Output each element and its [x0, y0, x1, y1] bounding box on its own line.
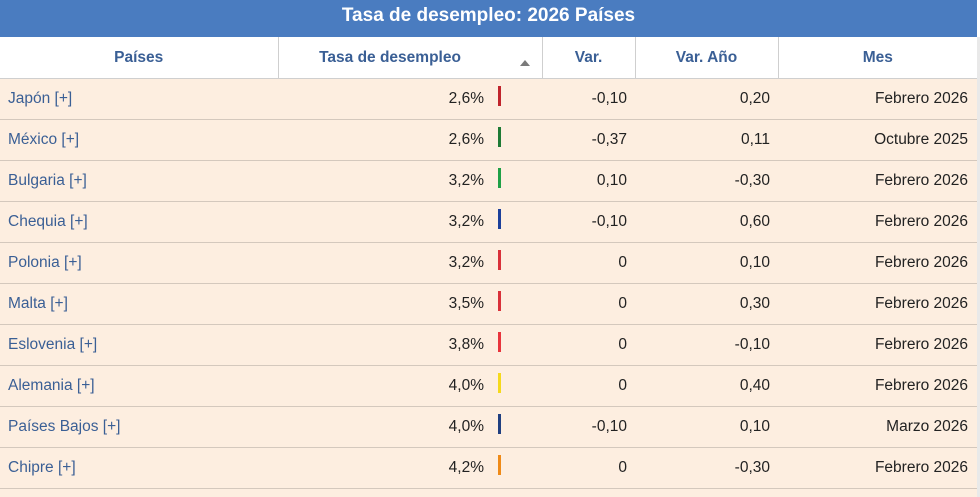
- header-var-year[interactable]: Var. Año: [635, 37, 779, 79]
- rate-bar-cell: [484, 406, 543, 448]
- month-value: Octubre 2025: [778, 119, 978, 161]
- month-value: Febrero 2026: [778, 201, 978, 243]
- rate-color-bar: [498, 331, 501, 352]
- var-value: 0,10: [542, 160, 636, 202]
- rate-value: 2,6%: [278, 78, 484, 120]
- rate-value: 3,8%: [278, 324, 484, 366]
- country-link[interactable]: Alemania [+]: [0, 365, 278, 407]
- table-bottom-edge: [0, 489, 977, 497]
- country-link[interactable]: Polonia [+]: [0, 242, 278, 284]
- var-year-value: 0,11: [635, 119, 779, 161]
- header-country[interactable]: Países: [0, 37, 279, 79]
- country-link[interactable]: Chipre [+]: [0, 447, 278, 489]
- rate-bar-cell: [484, 242, 543, 284]
- rate-color-bar: [498, 167, 501, 188]
- rate-value: 3,2%: [278, 160, 484, 202]
- header-rate-label: Tasa de desempleo: [319, 48, 461, 66]
- var-value: -0,10: [542, 78, 636, 120]
- rate-bar-cell: [484, 447, 543, 489]
- month-value: Febrero 2026: [778, 160, 978, 202]
- rate-value: 4,2%: [278, 447, 484, 489]
- country-link[interactable]: Chequia [+]: [0, 201, 278, 243]
- header-month[interactable]: Mes: [778, 37, 978, 79]
- var-year-value: -0,30: [635, 160, 779, 202]
- var-year-value: -0,10: [635, 324, 779, 366]
- var-year-value: 0,10: [635, 406, 779, 448]
- var-value: -0,10: [542, 406, 636, 448]
- var-value: 0: [542, 365, 636, 407]
- rate-color-bar: [498, 85, 501, 106]
- var-year-value: 0,60: [635, 201, 779, 243]
- var-value: 0: [542, 242, 636, 284]
- table-row[interactable]: México [+] 2,6% -0,37 0,11 Octubre 2025: [0, 119, 978, 161]
- rate-value: 3,2%: [278, 242, 484, 284]
- header-var[interactable]: Var.: [542, 37, 636, 79]
- table-row[interactable]: Japón [+] 2,6% -0,10 0,20 Febrero 2026: [0, 78, 978, 120]
- var-year-value: 0,30: [635, 283, 779, 325]
- month-value: Febrero 2026: [778, 324, 978, 366]
- country-link[interactable]: Malta [+]: [0, 283, 278, 325]
- rate-color-bar: [498, 454, 501, 475]
- rate-color-bar: [498, 126, 501, 147]
- sort-ascending-icon[interactable]: [519, 60, 530, 66]
- header-row: Países Tasa de desempleo Var. Var. Año M…: [0, 37, 978, 79]
- table-row[interactable]: Bulgaria [+] 3,2% 0,10 -0,30 Febrero 2026: [0, 160, 978, 202]
- table-row[interactable]: Chipre [+] 4,2% 0 -0,30 Febrero 2026: [0, 447, 978, 489]
- rate-value: 3,5%: [278, 283, 484, 325]
- rate-value: 4,0%: [278, 406, 484, 448]
- var-value: -0,37: [542, 119, 636, 161]
- rate-color-bar: [498, 372, 501, 393]
- table-row[interactable]: Países Bajos [+] 4,0% -0,10 0,10 Marzo 2026: [0, 406, 978, 448]
- rate-bar-cell: [484, 160, 543, 202]
- month-value: Febrero 2026: [778, 447, 978, 489]
- rate-color-bar: [498, 208, 501, 229]
- rate-color-bar: [498, 290, 501, 311]
- rate-bar-cell: [484, 365, 543, 407]
- rate-value: 4,0%: [278, 365, 484, 407]
- unemployment-table: Países Tasa de desempleo Var. Var. Año M…: [0, 37, 978, 489]
- header-rate[interactable]: Tasa de desempleo: [278, 37, 543, 79]
- table-row[interactable]: Chequia [+] 3,2% -0,10 0,60 Febrero 2026: [0, 201, 978, 243]
- month-value: Febrero 2026: [778, 365, 978, 407]
- country-link[interactable]: Países Bajos [+]: [0, 406, 278, 448]
- country-link[interactable]: México [+]: [0, 119, 278, 161]
- month-value: Febrero 2026: [778, 78, 978, 120]
- table-row[interactable]: Polonia [+] 3,2% 0 0,10 Febrero 2026: [0, 242, 978, 284]
- table-row[interactable]: Malta [+] 3,5% 0 0,30 Febrero 2026: [0, 283, 978, 325]
- month-value: Febrero 2026: [778, 283, 978, 325]
- table-row[interactable]: Eslovenia [+] 3,8% 0 -0,10 Febrero 2026: [0, 324, 978, 366]
- var-year-value: 0,10: [635, 242, 779, 284]
- scroll-edge: [977, 37, 980, 497]
- rate-bar-cell: [484, 78, 543, 120]
- country-link[interactable]: Bulgaria [+]: [0, 160, 278, 202]
- var-value: 0: [542, 447, 636, 489]
- rate-color-bar: [498, 413, 501, 434]
- rate-value: 2,6%: [278, 119, 484, 161]
- rate-value: 3,2%: [278, 201, 484, 243]
- table-title: Tasa de desempleo: 2026 Países: [0, 0, 977, 37]
- rate-bar-cell: [484, 201, 543, 243]
- month-value: Febrero 2026: [778, 242, 978, 284]
- rate-bar-cell: [484, 324, 543, 366]
- rate-color-bar: [498, 249, 501, 270]
- country-link[interactable]: Eslovenia [+]: [0, 324, 278, 366]
- var-value: 0: [542, 324, 636, 366]
- country-link[interactable]: Japón [+]: [0, 78, 278, 120]
- var-value: -0,10: [542, 201, 636, 243]
- var-value: 0: [542, 283, 636, 325]
- rate-bar-cell: [484, 283, 543, 325]
- var-year-value: -0,30: [635, 447, 779, 489]
- var-year-value: 0,40: [635, 365, 779, 407]
- table-row[interactable]: Alemania [+] 4,0% 0 0,40 Febrero 2026: [0, 365, 978, 407]
- month-value: Marzo 2026: [778, 406, 978, 448]
- var-year-value: 0,20: [635, 78, 779, 120]
- rate-bar-cell: [484, 119, 543, 161]
